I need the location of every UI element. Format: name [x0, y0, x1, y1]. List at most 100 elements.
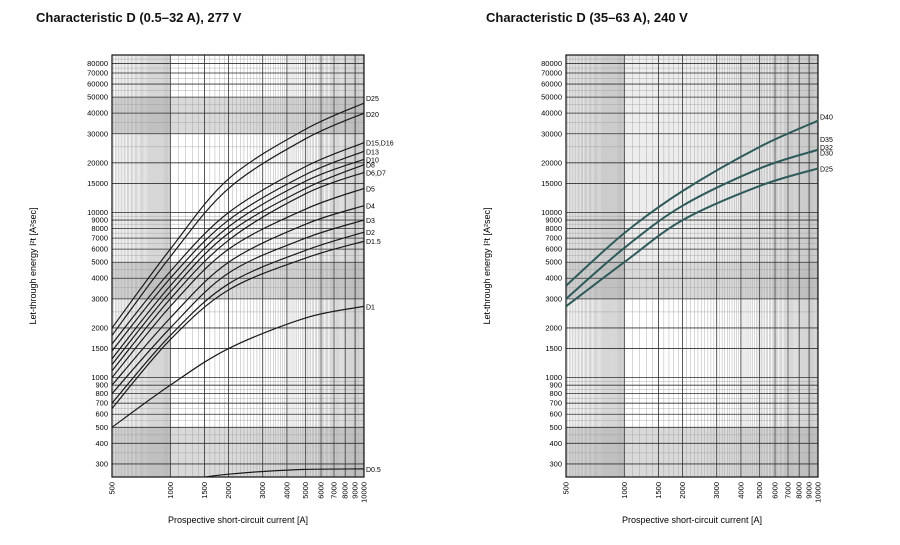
y-tick-label: 50000 — [541, 93, 562, 102]
y-tick-label: 1000 — [545, 373, 562, 382]
x-axis-label: Prospective short-circuit current [A] — [168, 515, 308, 525]
y-tick-label: 30000 — [541, 129, 562, 138]
y-tick-label: 70000 — [541, 69, 562, 78]
x-tick-label: 8000 — [341, 482, 350, 499]
y-tick-label: 8000 — [545, 224, 562, 233]
y-tick-label: 700 — [95, 399, 108, 408]
chart-title-right: Characteristic D (35–63 A), 240 V — [486, 10, 688, 25]
y-tick-label: 6000 — [545, 245, 562, 254]
shaded-band — [566, 262, 818, 299]
y-tick-label: 6000 — [91, 245, 108, 254]
series-label-d8: D8 — [366, 163, 375, 170]
y-tick-label: 60000 — [541, 80, 562, 89]
x-tick-label: 6000 — [771, 482, 780, 499]
series-line-d1 — [111, 305, 365, 428]
shaded-band — [112, 97, 364, 134]
chart-right: 3004005006007008009001000150020003000400… — [482, 54, 833, 525]
y-tick-label: 10000 — [87, 208, 108, 217]
y-tick-label: 5000 — [545, 258, 562, 267]
y-tick-label: 9000 — [545, 216, 562, 225]
series-line-d15-d16 — [111, 142, 365, 345]
x-tick-label: 9000 — [805, 482, 814, 499]
series-label-d13: D13 — [366, 149, 379, 156]
y-tick-label: 4000 — [91, 274, 108, 283]
series-label-d1-5: D1.5 — [366, 239, 381, 246]
y-tick-label: 4000 — [545, 274, 562, 283]
y-tick-label: 80000 — [87, 59, 108, 68]
x-tick-label: 1500 — [654, 482, 663, 499]
shaded-band — [112, 262, 364, 299]
series-line-d2 — [111, 231, 365, 404]
x-tick-label: 9000 — [351, 482, 360, 499]
chart-title-left: Characteristic D (0.5–32 A), 277 V — [36, 10, 242, 25]
x-tick-label: 3000 — [258, 482, 267, 499]
shaded-band — [566, 427, 818, 477]
y-tick-label: 1500 — [91, 344, 108, 353]
series-line-d25 — [111, 102, 365, 329]
x-tick-label: 1000 — [620, 482, 629, 499]
y-tick-label: 15000 — [87, 179, 108, 188]
x-axis-label: Prospective short-circuit current [A] — [622, 515, 762, 525]
y-tick-label: 40000 — [87, 109, 108, 118]
series-label-d10: D10 — [366, 157, 379, 164]
x-tick-label: 1000 — [166, 482, 175, 499]
x-tick-label: 7000 — [783, 482, 792, 499]
y-tick-label: 2000 — [545, 323, 562, 332]
series-line-d3 — [111, 219, 365, 395]
series-label-d15-d16: D15,D16 — [366, 141, 394, 148]
y-tick-label: 900 — [549, 381, 562, 390]
y-tick-label: 50000 — [87, 93, 108, 102]
series-line-d0-5 — [204, 468, 365, 478]
x-tick-label: 10000 — [814, 482, 823, 503]
x-tick-label: 4000 — [282, 482, 291, 499]
series-label-d5: D5 — [366, 186, 375, 193]
series-line-d20 — [111, 112, 365, 336]
y-tick-label: 500 — [549, 423, 562, 432]
y-tick-label: 10000 — [541, 208, 562, 217]
y-tick-label: 5000 — [91, 258, 108, 267]
series-label-d4: D4 — [366, 204, 375, 211]
x-tick-label: 5000 — [301, 482, 310, 499]
y-tick-label: 9000 — [91, 216, 108, 225]
y-tick-label: 40000 — [541, 109, 562, 118]
series-label-d25: D25 — [820, 166, 833, 173]
series-label-d35: D35 — [820, 137, 833, 144]
y-tick-label: 60000 — [87, 80, 108, 89]
series-label-d1: D1 — [366, 304, 375, 311]
series-line-d30 — [565, 148, 819, 300]
series-label-d30: D30 — [820, 150, 833, 157]
x-tick-label: 7000 — [329, 482, 338, 499]
y-tick-label: 400 — [549, 439, 562, 448]
series-line-d6-d7 — [111, 171, 365, 372]
series-label-d2: D2 — [366, 230, 375, 237]
y-tick-label: 70000 — [87, 69, 108, 78]
x-tick-label: 500 — [562, 482, 571, 495]
x-tick-label: 8000 — [795, 482, 804, 499]
plot-frame — [111, 54, 365, 478]
series-line-d5 — [111, 187, 365, 378]
series-line-d1-5 — [111, 240, 365, 409]
series-line-d4 — [111, 205, 365, 386]
series-line-d40 — [565, 119, 819, 287]
y-tick-label: 1500 — [545, 344, 562, 353]
x-tick-label: 500 — [108, 482, 117, 495]
y-tick-label: 600 — [549, 410, 562, 419]
y-tick-label: 3000 — [545, 294, 562, 303]
y-tick-label: 400 — [95, 439, 108, 448]
y-tick-label: 20000 — [87, 158, 108, 167]
y-tick-label: 300 — [549, 459, 562, 468]
series-label-d0-5: D0.5 — [366, 467, 381, 474]
y-tick-label: 2000 — [91, 323, 108, 332]
y-tick-label: 700 — [549, 399, 562, 408]
series-label-d40: D40 — [820, 115, 833, 122]
y-tick-label: 1000 — [91, 373, 108, 382]
series-label-d32: D32 — [820, 145, 833, 152]
x-tick-label: 4000 — [736, 482, 745, 499]
x-tick-label: 2000 — [224, 482, 233, 499]
x-tick-label: 5000 — [755, 482, 764, 499]
y-tick-label: 600 — [95, 410, 108, 419]
y-tick-label: 900 — [95, 381, 108, 390]
y-tick-label: 8000 — [91, 224, 108, 233]
y-tick-label: 500 — [95, 423, 108, 432]
